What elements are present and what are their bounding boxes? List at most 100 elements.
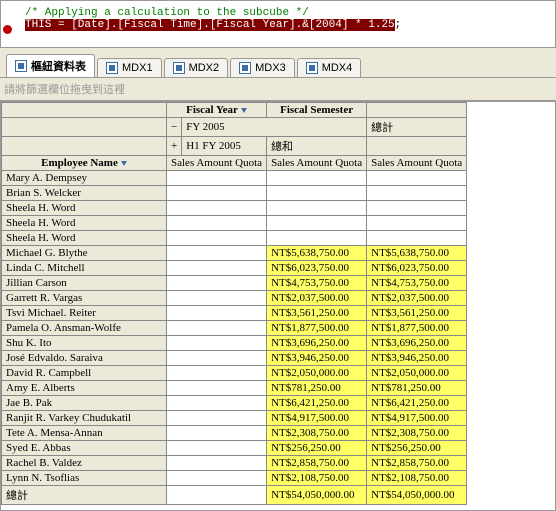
saq-cell-1: [167, 306, 267, 321]
saq-cell-2: [267, 231, 367, 246]
saq-cell-3: NT$256,250.00: [367, 441, 467, 456]
saq-cell-2: NT$2,037,500.00: [267, 291, 367, 306]
table-row[interactable]: Syed E. AbbasNT$256,250.00NT$256,250.00: [2, 441, 467, 456]
saq-cell-3: NT$54,050,000.00: [367, 486, 467, 505]
employee-name-cell: José Edvaldo. Saraiva: [2, 351, 167, 366]
table-row[interactable]: Lynn N. TsofliasNT$2,108,750.00NT$2,108,…: [2, 471, 467, 486]
saq-header-2: Sales Amount Quota: [267, 156, 367, 171]
col-header-row-2: − FY 2005 總計: [2, 118, 467, 137]
table-row[interactable]: Tsvi Michael. Reiter NT$3,561,250.00NT$3,…: [2, 306, 467, 321]
table-row[interactable]: Garrett R. VargasNT$2,037,500.00NT$2,037…: [2, 291, 467, 306]
saq-cell-2: NT$2,050,000.00: [267, 366, 367, 381]
tab-mdx3[interactable]: MDX3: [230, 58, 295, 77]
table-row[interactable]: Linda C. MitchellNT$6,023,750.00NT$6,023…: [2, 261, 467, 276]
table-row[interactable]: Amy E. AlbertsNT$781,250.00NT$781,250.00: [2, 381, 467, 396]
saq-cell-1: [167, 396, 267, 411]
saq-cell-3: [367, 231, 467, 246]
saq-cell-2: NT$3,946,250.00: [267, 351, 367, 366]
col-header-row-1: Fiscal Year Fiscal Semester: [2, 103, 467, 118]
employee-name-cell: Amy E. Alberts: [2, 381, 167, 396]
table-row[interactable]: Tete A. Mensa-AnnanNT$2,308,750.00NT$2,3…: [2, 426, 467, 441]
saq-cell-2: [267, 186, 367, 201]
saq-cell-1: [167, 411, 267, 426]
table-row[interactable]: Michael G. Blythe NT$5,638,750.00NT$5,638…: [2, 246, 467, 261]
fiscal-semester-header[interactable]: Fiscal Semester: [267, 103, 367, 118]
table-row[interactable]: José Edvaldo. Saraiva NT$3,946,250.00NT$3…: [2, 351, 467, 366]
saq-cell-1: [167, 486, 267, 505]
code-editor[interactable]: /* Applying a calculation to the subcube…: [0, 0, 556, 48]
sum-header: 總和: [267, 137, 367, 156]
pivot-area[interactable]: Fiscal Year Fiscal Semester − FY 2005 總計…: [0, 101, 556, 511]
table-row[interactable]: Pamela O. Ansman-WolfeNT$1,877,500.00NT$…: [2, 321, 467, 336]
collapse-button[interactable]: −: [167, 118, 182, 137]
saq-cell-3: [367, 201, 467, 216]
table-icon: [15, 60, 27, 72]
table-row[interactable]: Ranjit R. Varkey ChudukatilNT$4,917,500.…: [2, 411, 467, 426]
employee-name-cell: Linda C. Mitchell: [2, 261, 167, 276]
saq-cell-3: NT$2,037,500.00: [367, 291, 467, 306]
tab-pivot[interactable]: 樞紐資料表: [6, 54, 95, 77]
table-row[interactable]: Jae B. Pak NT$6,421,250.00NT$6,421,250.00: [2, 396, 467, 411]
breakpoint-icon: [3, 25, 12, 34]
table-row[interactable]: Brian S. Welcker: [2, 186, 467, 201]
total-header: 總計: [367, 118, 467, 137]
saq-cell-2: NT$6,421,250.00: [267, 396, 367, 411]
saq-cell-3: NT$2,858,750.00: [367, 456, 467, 471]
pivot-table: Fiscal Year Fiscal Semester − FY 2005 總計…: [1, 102, 467, 505]
saq-header-1: Sales Amount Quota: [167, 156, 267, 171]
saq-cell-1: [167, 441, 267, 456]
employee-name-cell: Mary A. Dempsey: [2, 171, 167, 186]
corner-cell: [2, 103, 167, 118]
tab-mdx2[interactable]: MDX2: [164, 58, 229, 77]
cube-icon: [239, 62, 251, 74]
fy2005-header[interactable]: FY 2005: [182, 118, 367, 137]
table-row[interactable]: Shu K. ItoNT$3,696,250.00NT$3,696,250.00: [2, 336, 467, 351]
employee-name-cell: Tsvi Michael. Reiter: [2, 306, 167, 321]
fiscal-year-header[interactable]: Fiscal Year: [167, 103, 267, 118]
tab-mdx1[interactable]: MDX1: [97, 58, 162, 77]
saq-cell-3: NT$3,561,250.00: [367, 306, 467, 321]
saq-cell-2: [267, 201, 367, 216]
saq-cell-1: [167, 201, 267, 216]
saq-cell-2: NT$5,638,750.00: [267, 246, 367, 261]
saq-cell-1: [167, 471, 267, 486]
saq-cell-3: NT$2,050,000.00: [367, 366, 467, 381]
filter-drop-area[interactable]: 請將篩選欄位拖曳到這裡: [0, 78, 556, 101]
saq-cell-1: [167, 171, 267, 186]
expand-button[interactable]: +: [167, 137, 182, 156]
saq-cell-2: [267, 171, 367, 186]
saq-cell-3: NT$6,421,250.00: [367, 396, 467, 411]
employee-name-header[interactable]: Employee Name: [2, 156, 167, 171]
employee-name-cell: Ranjit R. Varkey Chudukatil: [2, 411, 167, 426]
table-row[interactable]: Sheela H. Word: [2, 216, 467, 231]
saq-cell-1: [167, 456, 267, 471]
saq-cell-3: [367, 216, 467, 231]
employee-name-cell: Rachel B. Valdez: [2, 456, 167, 471]
table-row[interactable]: Sheela H. Word: [2, 201, 467, 216]
saq-cell-3: [367, 171, 467, 186]
saq-cell-3: NT$6,023,750.00: [367, 261, 467, 276]
saq-cell-2: NT$2,308,750.00: [267, 426, 367, 441]
saq-cell-1: [167, 351, 267, 366]
tab-label: MDX1: [122, 62, 153, 74]
tab-label: 樞紐資料表: [31, 58, 86, 74]
saq-cell-3: NT$3,946,250.00: [367, 351, 467, 366]
employee-name-cell: Jae B. Pak: [2, 396, 167, 411]
tab-mdx4[interactable]: MDX4: [297, 58, 362, 77]
table-row[interactable]: Sheela H. Word: [2, 231, 467, 246]
table-row[interactable]: 總計NT$54,050,000.00NT$54,050,000.00: [2, 486, 467, 505]
table-row[interactable]: Rachel B. Valdez NT$2,858,750.00NT$2,858,…: [2, 456, 467, 471]
saq-cell-2: NT$2,858,750.00: [267, 456, 367, 471]
saq-cell-1: [167, 216, 267, 231]
employee-name-cell: Sheela H. Word: [2, 216, 167, 231]
employee-name-cell: Sheela H. Word: [2, 201, 167, 216]
employee-name-cell: Michael G. Blythe: [2, 246, 167, 261]
table-row[interactable]: Mary A. Dempsey: [2, 171, 467, 186]
table-row[interactable]: Jillian CarsonNT$4,753,750.00NT$4,753,75…: [2, 276, 467, 291]
chevron-down-icon: [241, 108, 247, 113]
saq-cell-2: NT$3,561,250.00: [267, 306, 367, 321]
table-row[interactable]: David R. CampbellNT$2,050,000.00NT$2,050…: [2, 366, 467, 381]
h1fy2005-header[interactable]: H1 FY 2005: [182, 137, 267, 156]
saq-cell-3: NT$5,638,750.00: [367, 246, 467, 261]
chevron-down-icon: [121, 161, 127, 166]
